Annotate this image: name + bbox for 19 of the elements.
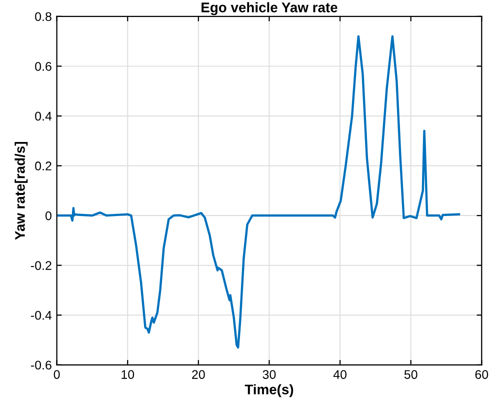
y-tick-label: 0.8 <box>35 12 52 22</box>
y-tick-label: 0.4 <box>35 112 52 121</box>
x-tick-label: 20 <box>192 370 205 379</box>
y-tick-label: 0 <box>45 211 52 220</box>
x-axis-title: Time(s) <box>244 384 294 398</box>
chart-title: Ego vehicle Yaw rate <box>202 2 338 16</box>
y-tick-label: -0.6 <box>30 360 52 370</box>
x-tick-label: 10 <box>122 370 134 379</box>
x-tick-label: 0 <box>54 370 60 379</box>
y-axis-title: Yaw rate[rad/s] <box>14 142 28 240</box>
x-tick-label: 60 <box>475 370 488 379</box>
x-tick-label: 50 <box>404 370 418 379</box>
y-tick-label: 0.2 <box>35 162 52 170</box>
y-tick-label: 0.6 <box>35 62 52 71</box>
line-series <box>56 35 460 349</box>
y-tick-label: -0.4 <box>30 310 52 320</box>
x-tick-label: 30 <box>262 370 276 379</box>
x-tick-label: 40 <box>333 370 346 379</box>
y-tick-label: -0.2 <box>30 261 52 270</box>
